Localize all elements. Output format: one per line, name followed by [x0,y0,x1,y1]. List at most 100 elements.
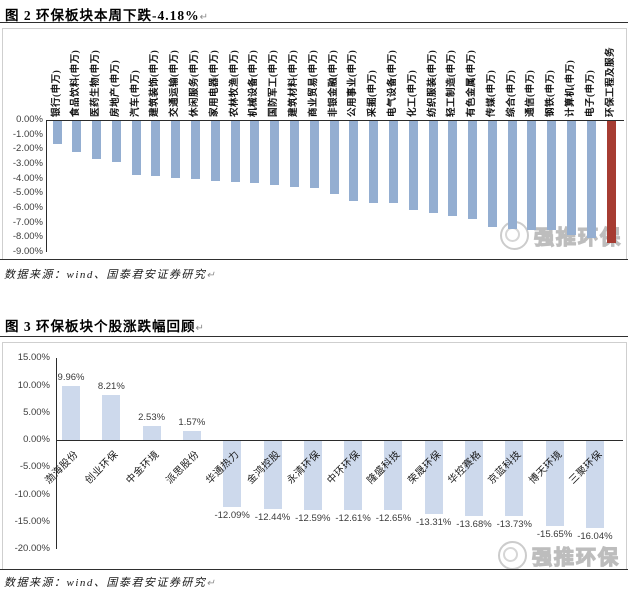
y-axis-tick-label: -10.00% [14,488,50,500]
watermark: 强推环保 [498,541,620,570]
category-label: 医药生物(申万) [91,49,102,117]
category-label: 综合(申万) [506,69,517,117]
y-axis-tick-label: 0.00% [23,434,50,445]
category-label: 化工(申万) [407,69,418,117]
category-label: 休闲服务(申万) [190,49,201,117]
category-label: 建筑装饰(申万) [150,49,161,117]
bar [289,121,299,187]
bar [182,431,201,440]
y-axis-tick-label: -15.00% [14,515,50,527]
category-label: 交通运输(申万) [170,49,181,117]
bar [384,441,403,510]
figure-3-title: 图 3 环保板块个股涨跌幅回顾↵ [5,315,205,335]
y-axis-tick-label: -9.00% [12,246,43,257]
category-label: 派思股份 [164,449,202,487]
value-label: -15.65% [536,529,573,541]
bar [230,121,240,182]
category-label: 建筑材料(申万) [288,49,299,117]
figure-3-source-text: 数据来源：wind、国泰君安证券研究 [4,577,207,589]
zero-axis-line [46,120,624,121]
y-axis-tick-label: -7.00% [12,216,43,228]
category-label: 国防军工(申万) [269,49,280,117]
y-axis-tick-label: -5.00% [12,187,43,199]
y-axis-tick-label: -6.00% [12,202,43,213]
category-label: 房地产(申万) [110,59,121,117]
bar [545,441,564,527]
figure-3-title-text: 图 3 环保板块个股涨跌幅回顾 [5,319,196,334]
y-axis-tick-label: -1.00% [12,128,43,140]
y-axis-tick-label: -5.00% [19,461,50,473]
bar [527,121,537,230]
category-label: 商业贸易(申万) [308,49,319,117]
bar [448,121,458,217]
bar [428,121,438,213]
value-label: 2.53% [138,412,166,424]
bar [92,121,102,160]
figure-2-source-text: 数据来源：wind、国泰君安证券研究 [4,269,207,281]
bar [344,441,363,510]
figure-2-chart: 强推环保 0.00% -1.00% -2.00% -3.00% -4.00% -5.00%… [2,28,627,260]
category-label: 钢铁(申万) [546,69,557,117]
value-label: -12.44% [254,511,291,523]
bar [585,441,604,529]
value-label: -12.61% [335,512,371,524]
category-label: 轻工制造(申万) [447,49,458,117]
category-label: 纺织服装(申万) [427,49,438,117]
watermark: 强推环保 [500,221,622,250]
figure-2-title-rule [0,22,628,23]
category-label: 食品饮料(申万) [71,49,82,117]
bar [142,426,161,440]
category-label: 银行(申万) [51,69,62,117]
y-axis-tick-label: -8.00% [12,231,43,243]
bar [270,121,280,185]
bar [191,121,201,179]
bar [388,121,398,204]
bar [210,121,220,182]
value-label: -12.59% [295,512,331,524]
bar [52,121,62,145]
zero-axis-line [56,440,623,441]
figure-3-bottom-rule [0,569,628,570]
category-label: 通信(申万) [526,69,537,117]
bar [349,121,359,201]
y-axis-tick-label: 5.00% [23,406,50,418]
paragraph-mark: ↵ [206,270,217,281]
bar [408,121,418,210]
bar [606,121,616,243]
figure-2-title-text: 图 2 环保板块本周下跌-4.18% [5,8,200,23]
bar [507,121,517,229]
bar [309,121,319,188]
category-label: 公用事业(申万) [348,49,359,117]
watermark-logo-icon [498,541,527,570]
category-label: 有色金属(申万) [467,49,478,117]
figure-3-title-rule [0,336,628,337]
category-label: 传媒(申万) [486,69,497,117]
category-label: 机械设备(申万) [249,49,260,117]
value-label: 8.21% [97,381,125,393]
bar [102,395,121,440]
y-axis-tick-label: -2.00% [12,143,43,155]
value-axis-line [46,120,47,252]
y-axis-tick-label: -3.00% [12,158,43,169]
value-label: -13.68% [456,518,492,530]
bar [111,121,121,163]
bar [567,121,577,236]
category-label: 创业环保 [83,449,122,487]
y-axis-tick-label: 15.00% [17,352,50,364]
category-label: 非银金融(申万) [328,49,339,117]
y-axis-tick-label: 10.00% [17,379,50,391]
bar [131,121,141,176]
bar [303,441,322,510]
figure-2-title: 图 2 环保板块本周下跌-4.18%↵ [5,4,209,24]
figure-3-source: 数据来源：wind、国泰君安证券研究↵ [4,574,216,590]
value-label: -13.73% [496,518,532,530]
watermark-text: 强推环保 [531,546,620,569]
value-label: -16.04% [577,531,613,543]
value-label: -12.65% [375,512,412,524]
category-label: 采掘(申万) [368,69,379,117]
value-label: 1.57% [178,417,206,429]
bar [62,385,80,440]
bar [223,441,242,507]
y-axis-tick-label: -4.00% [12,172,43,184]
